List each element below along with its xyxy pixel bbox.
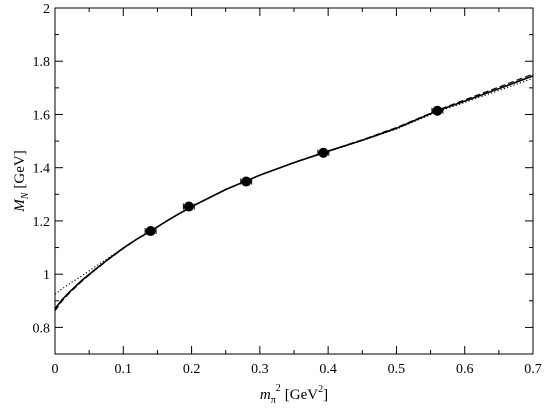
- x-tick-label: 0.6: [456, 362, 474, 377]
- y-tick-label: 1.2: [33, 215, 51, 230]
- x-tick-label: 0.1: [115, 362, 133, 377]
- data-point: [241, 176, 252, 187]
- y-tick-labels: 0.8 1 1.2 1.4 1.6 1.8 2: [33, 2, 51, 336]
- data-point: [145, 226, 156, 237]
- fit-curve-dashed: [54, 73, 534, 312]
- x-tick-label: 0.5: [388, 362, 406, 377]
- axis-ticks: [54, 7, 534, 355]
- x-tick-labels: 0 0.1 0.2 0.3 0.4 0.5 0.6 0.7: [52, 362, 542, 377]
- y-tick-label: 2: [43, 2, 50, 17]
- y-tick-label: 1.4: [33, 162, 51, 177]
- data-point: [432, 105, 443, 116]
- data-points: [144, 105, 444, 237]
- y-tick-label: 1: [43, 268, 50, 283]
- plot-frame: [54, 7, 534, 355]
- fit-curve-solid: [54, 75, 534, 310]
- y-tick-label: 0.8: [33, 321, 51, 336]
- y-tick-label: 1.8: [33, 55, 51, 70]
- x-tick-label: 0.2: [183, 362, 201, 377]
- fit-curves: [54, 73, 534, 312]
- y-axis-label: MN[GeV]: [12, 150, 31, 213]
- x-tick-label: 0.3: [251, 362, 269, 377]
- x-tick-label: 0: [52, 362, 59, 377]
- x-tick-label: 0.7: [524, 362, 542, 377]
- x-axis-label: mπ2 [GeV2]: [260, 383, 328, 406]
- fit-curve-dotted: [54, 77, 534, 295]
- x-tick-label: 0.4: [319, 362, 337, 377]
- y-tick-label: 1.6: [33, 108, 51, 123]
- data-point: [183, 201, 194, 212]
- data-point: [318, 147, 329, 158]
